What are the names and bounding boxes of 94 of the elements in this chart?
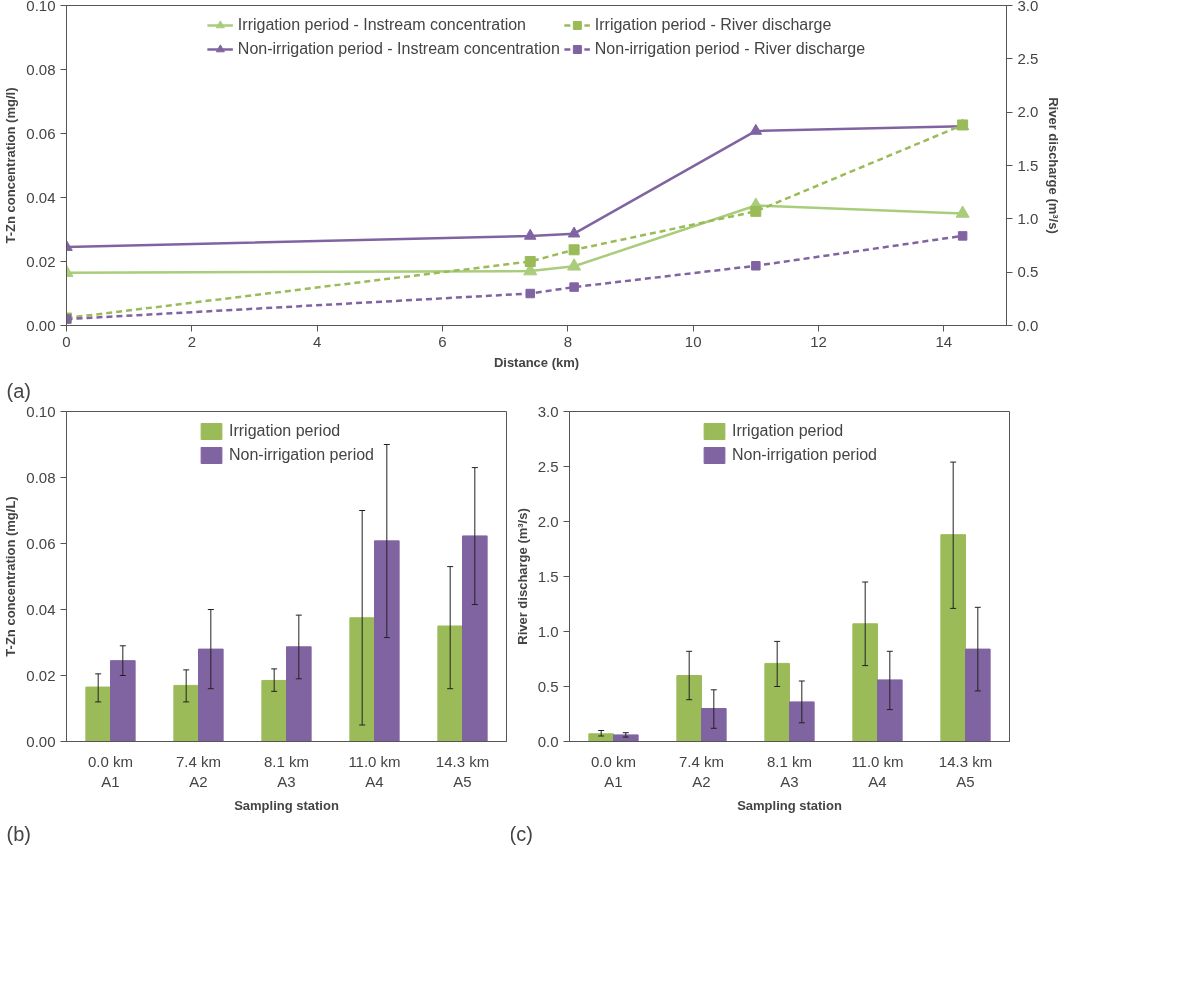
y-tick-label: 0.08 xyxy=(26,468,56,486)
point xyxy=(955,205,970,218)
legend-label: Non-irrigation period - Instream concentration xyxy=(237,40,560,58)
y-tick-label: 0.02 xyxy=(26,252,56,270)
y2-tick-label: 1.0 xyxy=(1017,209,1039,227)
x-tick-label: 8.1 km A3 xyxy=(263,752,310,790)
x-tick-label: 7.4 km A2 xyxy=(678,752,725,790)
point xyxy=(957,231,968,241)
x-tick-label: 0 xyxy=(62,332,71,350)
x-tick-label: 2 xyxy=(187,332,197,350)
text: (b) xyxy=(6,822,31,845)
bar xyxy=(676,675,702,742)
bar xyxy=(349,617,375,742)
y-tick-label: 0.06 xyxy=(26,124,56,142)
legend-label: Irrigation period - Instream concentration xyxy=(237,16,526,34)
legend-label: Non-irrigation period xyxy=(732,446,877,464)
bar xyxy=(588,733,614,742)
x-tick-label: 6 xyxy=(438,332,447,350)
bar xyxy=(85,686,111,742)
y-tick-label: 1.5 xyxy=(537,567,559,585)
x-tick-label: 7.4 km A2 xyxy=(175,752,222,790)
bar xyxy=(437,625,463,742)
x-tick-label: 10 xyxy=(684,332,702,350)
y-axis-title: T-Zn concentration (mg/l) xyxy=(3,87,19,244)
legend-label: Non-irrigation period - River discharge xyxy=(594,40,866,58)
y2-tick-label: 3.0 xyxy=(1017,0,1039,14)
x-tick-label: 12 xyxy=(810,332,827,350)
legend-label: Irrigation period - River discharge xyxy=(594,16,832,34)
x-tick-label: 4 xyxy=(313,332,322,350)
y-tick-label: 1.0 xyxy=(537,622,559,640)
y-tick-label: 0.04 xyxy=(26,188,56,206)
bar xyxy=(462,535,488,742)
y-tick-label: 2.0 xyxy=(537,512,559,530)
y-tick-label: 0.00 xyxy=(26,732,56,750)
text: (a) xyxy=(6,379,31,402)
y-tick-label: 0.00 xyxy=(26,316,56,334)
x-tick-label: 8 xyxy=(563,332,573,350)
x-tick-label: 11.0 km A4 xyxy=(851,752,904,790)
point xyxy=(750,205,762,217)
bar xyxy=(764,662,790,742)
point xyxy=(523,228,537,240)
y-tick-label: 0.08 xyxy=(26,60,56,78)
y-tick-label: 0.10 xyxy=(26,402,56,420)
bar xyxy=(110,660,136,742)
bar xyxy=(701,708,727,742)
point xyxy=(525,288,535,299)
legend-label: Irrigation period xyxy=(229,422,341,440)
y-tick-label: 0.02 xyxy=(26,666,56,684)
y-axis-title: River discharge (m³/s) xyxy=(514,508,530,645)
point xyxy=(567,226,581,238)
bar xyxy=(613,734,639,742)
point xyxy=(567,258,582,271)
y-tick-label: 0.10 xyxy=(26,0,56,14)
y-tick-label: 0.0 xyxy=(537,732,559,750)
bar xyxy=(261,679,287,742)
y-tick-label: 0.06 xyxy=(26,534,56,552)
bar xyxy=(198,648,224,742)
point xyxy=(749,123,763,135)
y2-tick-label: 0.0 xyxy=(1017,316,1039,334)
y2-axis-title: River discharge (m³/s) xyxy=(1046,97,1062,234)
y-tick-label: 2.5 xyxy=(537,457,559,475)
y-tick-label: 3.0 xyxy=(537,402,559,420)
bar xyxy=(173,684,199,742)
x-tick-label: 0.0 km A1 xyxy=(590,752,637,790)
point xyxy=(569,282,579,292)
bar xyxy=(789,701,815,742)
point xyxy=(524,256,536,267)
y2-tick-label: 1.5 xyxy=(1017,156,1039,174)
point xyxy=(751,261,761,271)
y2-tick-label: 2.0 xyxy=(1017,103,1039,121)
bar xyxy=(965,648,991,742)
point xyxy=(568,244,580,256)
x-tick-label: 14.3 km A5 xyxy=(938,752,993,790)
x-axis-title: Sampling station xyxy=(234,797,339,813)
bar xyxy=(374,540,400,742)
x-tick-label: 14.3 km A5 xyxy=(435,752,490,790)
text: (c) xyxy=(509,822,533,845)
x-tick-label: 0.0 km A1 xyxy=(87,752,134,790)
y-tick-label: 0.5 xyxy=(537,677,559,695)
x-axis-title: Distance (km) xyxy=(493,354,580,370)
legend-label: Irrigation period xyxy=(732,422,844,440)
bar xyxy=(286,646,312,742)
y2-tick-label: 0.5 xyxy=(1017,263,1039,281)
bar xyxy=(940,534,966,742)
x-axis-title: Sampling station xyxy=(737,797,842,813)
x-tick-label: 11.0 km A4 xyxy=(348,752,401,790)
y2-tick-label: 2.5 xyxy=(1017,49,1039,67)
x-tick-label: 14 xyxy=(935,332,953,350)
y-axis-title: T-Zn concentration (mg/L) xyxy=(3,496,19,657)
bar xyxy=(877,679,903,742)
bar xyxy=(852,623,878,742)
legend-label: Non-irrigation period xyxy=(229,446,374,464)
y-tick-label: 0.04 xyxy=(26,600,56,618)
x-tick-label: 8.1 km A3 xyxy=(766,752,813,790)
